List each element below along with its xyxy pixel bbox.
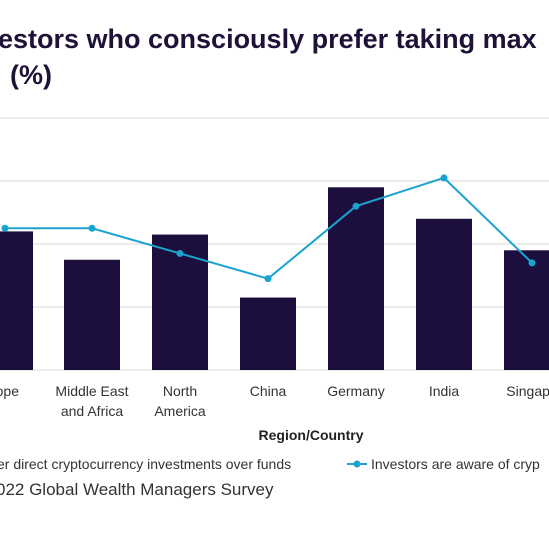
bar	[328, 187, 384, 370]
x-tick-label: and Africa	[61, 403, 123, 419]
line-point	[352, 202, 360, 210]
source-footer: 022 Global Wealth Managers Survey	[0, 480, 274, 499]
legend: er direct cryptocurrency investments ove…	[0, 456, 540, 472]
x-tick-label: India	[429, 383, 460, 399]
bar	[416, 218, 472, 370]
x-tick-label: Middle East	[55, 383, 128, 399]
legend-dot-marker	[353, 460, 361, 468]
x-axis-label: Region/Country	[259, 427, 364, 443]
x-tick-label: China	[250, 383, 287, 399]
line-point	[440, 174, 448, 182]
line-point	[176, 249, 184, 257]
bar	[64, 259, 120, 370]
chart-title-line-2: (%)	[10, 60, 52, 90]
bar	[152, 234, 208, 370]
bar	[240, 297, 296, 370]
line-point	[528, 259, 536, 267]
x-tick-label: North	[163, 383, 197, 399]
line-point	[264, 275, 272, 283]
bar	[0, 231, 33, 370]
x-tick-labels: rope Middle East and Africa North America Chi…	[0, 383, 549, 419]
line-point	[88, 224, 96, 232]
bar	[504, 250, 549, 370]
line-point	[1, 224, 9, 232]
chart-title-line-1: estors who consciously prefer taking max	[0, 24, 537, 54]
legend-bar-series-label: er direct cryptocurrency investments ove…	[0, 456, 291, 472]
x-tick-label: rope	[0, 383, 19, 399]
bar-series	[0, 187, 549, 370]
legend-line-series-label: Investors are aware of cryp	[371, 456, 540, 472]
x-tick-label: Singapo	[506, 383, 549, 399]
x-tick-label: Germany	[327, 383, 385, 399]
line-series	[1, 174, 536, 283]
x-tick-label: America	[154, 403, 206, 419]
